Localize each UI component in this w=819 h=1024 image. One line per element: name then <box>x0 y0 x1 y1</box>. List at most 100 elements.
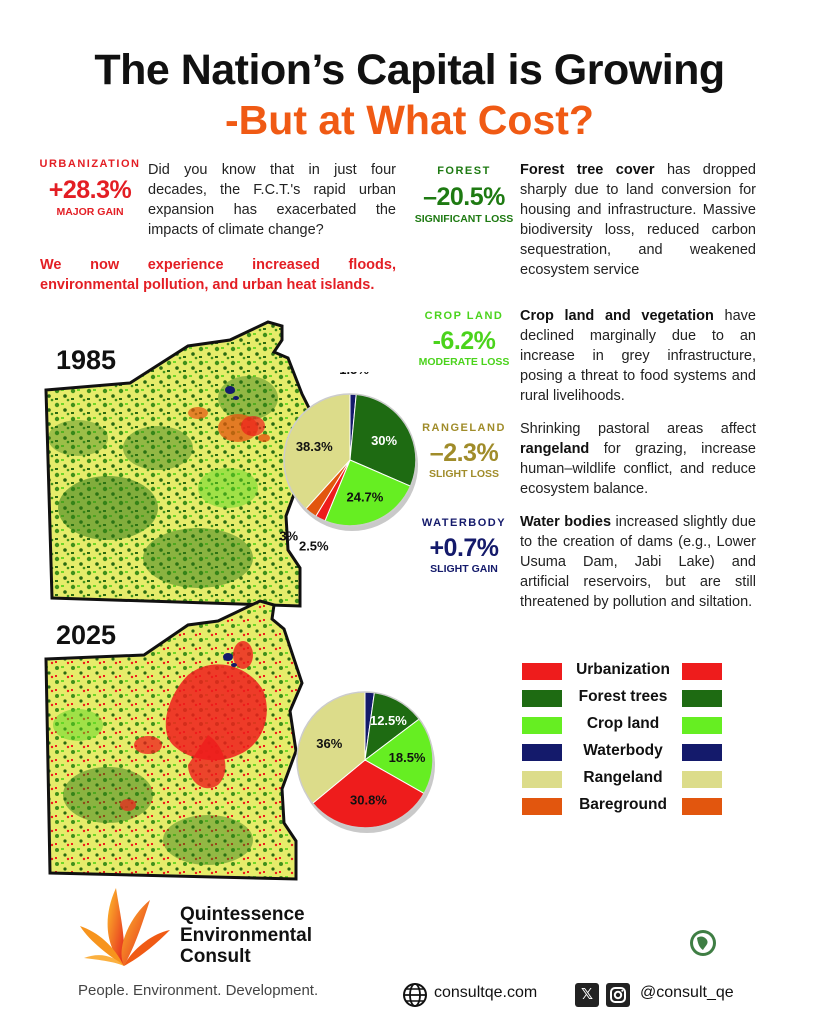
cropland-value: -6.2% <box>432 327 496 355</box>
cropland-label: CROP LAND <box>424 310 504 322</box>
eye-globe-icon <box>671 928 735 958</box>
sdg-9-badge: 9 INDUSTRY, INNOVATION AND INFRASTRUCTUR… <box>489 888 572 968</box>
legend-swatch-left <box>522 744 562 761</box>
rangeland-sub: SLIGHT LOSS <box>428 468 499 480</box>
rangeland-desc: Shrinking pastoral areas affect rangelan… <box>520 419 756 499</box>
pie-outline <box>296 691 434 829</box>
company-name-line2: Environmental <box>180 925 312 946</box>
legend-swatch-right <box>682 663 722 680</box>
sdg-11-badge: 11 SUSTAINABLE CITIES AND COMMUNITIES <box>403 888 483 968</box>
legend-label: Forest trees <box>578 688 668 705</box>
legend-item-crop-land: Crop land <box>522 714 722 736</box>
sdg-12-title: RESPONSIBLE CONSUMPTION AND PRODUCTION <box>603 894 648 921</box>
sdg-11-title: SUSTAINABLE CITIES AND COMMUNITIES <box>430 894 473 914</box>
urbanization-label: URBANIZATION <box>39 158 141 170</box>
legend-item-bareground: Bareground <box>522 795 722 817</box>
waterbody-sub: SLIGHT GAIN <box>430 563 498 575</box>
cropland-desc: Crop land and vegetation have declined m… <box>520 306 756 406</box>
forest-desc: Forest tree cover has dropped sharply du… <box>520 160 756 280</box>
x-icon[interactable]: 𝕏 <box>575 983 599 1007</box>
website-link[interactable]: consultqe.com <box>434 984 538 1001</box>
pie-label-forest-trees: 30% <box>371 433 397 448</box>
pie-label-crop-land: 18.5% <box>389 750 426 765</box>
legend-swatch-left <box>522 771 562 788</box>
legend-label: Crop land <box>586 715 660 732</box>
pie-label-rangeland: 38.3% <box>296 439 333 454</box>
map-1985 <box>44 320 312 608</box>
pie-label-waterbody: 2.2% <box>354 676 384 677</box>
city-icon <box>413 924 473 961</box>
legend-item-rangeland: Rangeland <box>522 768 722 790</box>
cropland-desc-bold: Crop land and vegetation <box>520 308 714 324</box>
waterbody-label: WATERBODY <box>421 517 507 529</box>
legend-swatch-right <box>682 717 722 734</box>
year-1985-label: 1985 <box>56 345 117 375</box>
sdg-9-title: INDUSTRY, INNOVATION AND INFRASTRUCTURE <box>516 894 572 914</box>
sdg-13-number: 13 <box>669 892 690 912</box>
legend-swatch-right <box>682 771 722 788</box>
legend-swatch-left <box>522 717 562 734</box>
map-2025 <box>44 599 304 881</box>
sdg-11-number: 11 <box>409 892 429 912</box>
pie-chart-2025: 2.2% 12.5% 18.5% 30.8% 36% <box>296 676 435 833</box>
rangeland-desc-pre: Shrinking pastoral areas affect <box>520 421 756 437</box>
sdg-9-number: 9 <box>495 892 506 912</box>
infinity-icon <box>591 932 641 956</box>
legend-label: Urbanization <box>576 661 670 678</box>
urbanization-sub: MAJOR GAIN <box>56 206 124 218</box>
sdg-13-title: CLIMATE ACTION <box>690 894 741 900</box>
company-name: Quintessence Environmental Consult <box>180 904 312 967</box>
legend-item-waterbody: Waterbody <box>522 741 722 763</box>
forest-value: –20.5% <box>423 183 505 211</box>
company-logo-icon <box>80 888 170 966</box>
legend-swatch-right <box>682 690 722 707</box>
legend-item-forest-trees: Forest trees <box>522 687 722 709</box>
warning-text: We now experience increased floods, envi… <box>40 257 396 293</box>
pie-label-rangeland: 36% <box>316 736 342 751</box>
forest-desc-text: has dropped sharply due to land conversi… <box>520 162 756 278</box>
page-subtitle: -But at What Cost? <box>225 97 594 143</box>
waterbody-desc-bold: Water bodies <box>520 514 612 530</box>
cropland-sub: MODERATE LOSS <box>418 356 510 368</box>
pie-outline <box>283 393 417 527</box>
company-name-line3: Consult <box>180 946 251 967</box>
rangeland-value: –2.3% <box>429 439 499 467</box>
year-2025-label: 2025 <box>56 620 117 650</box>
cropland-desc-text: have declined marginally due to an incre… <box>520 308 756 404</box>
waterbody-desc-text: increased slightly due to the creation o… <box>520 514 756 610</box>
legend-label: Rangeland <box>583 769 663 786</box>
sdg-12-number: 12 <box>582 892 603 912</box>
pie-label-waterbody: 1.5% <box>339 372 369 377</box>
rangeland-label: RANGELAND <box>422 422 506 434</box>
cubes-icon <box>503 920 555 966</box>
instagram-icon[interactable] <box>606 983 630 1007</box>
legend-swatch-right <box>682 744 722 761</box>
company-name-line1: Quintessence <box>180 904 305 925</box>
legend-swatch-right <box>682 798 722 815</box>
globe-icon <box>403 983 427 1007</box>
waterbody-value: +0.7% <box>429 534 499 562</box>
pie-label-crop-land: 24.7% <box>346 490 383 505</box>
page-title: The Nation’s Capital is Growing <box>94 46 725 94</box>
forest-desc-bold: Forest tree cover <box>520 162 655 178</box>
pie-label-bareground: 3% <box>279 528 298 543</box>
legend-label: Waterbody <box>583 742 663 759</box>
urbanization-value: +28.3% <box>48 176 132 204</box>
pie-label-forest-trees: 12.5% <box>370 713 407 728</box>
rangeland-desc-bold: rangeland <box>520 441 590 457</box>
pie-chart-1985: 1.5% 30% 24.7% 2.5%3% 38.3% <box>279 372 418 552</box>
legend-swatch-left <box>522 663 562 680</box>
intro-text: Did you know that in just four decades, … <box>148 162 396 238</box>
sdg-13-badge: 13 CLIMATE ACTION <box>663 888 743 968</box>
legend-swatch-left <box>522 798 562 815</box>
forest-label: FOREST <box>437 165 491 177</box>
pie-label-urbanization: 30.8% <box>350 792 387 807</box>
social-handle[interactable]: @consult_qe <box>640 984 734 1001</box>
sdg-12-badge: 12 RESPONSIBLE CONSUMPTION AND PRODUCTIO… <box>576 888 656 968</box>
pie-label-urbanization: 2.5% <box>299 539 329 552</box>
legend-swatch-left <box>522 690 562 707</box>
waterbody-desc: Water bodies increased slightly due to t… <box>520 512 756 612</box>
legend-item-urbanization: Urbanization <box>522 660 722 682</box>
forest-sub: SIGNIFICANT LOSS <box>414 213 514 225</box>
company-tagline: People. Environment. Development. <box>78 982 319 999</box>
